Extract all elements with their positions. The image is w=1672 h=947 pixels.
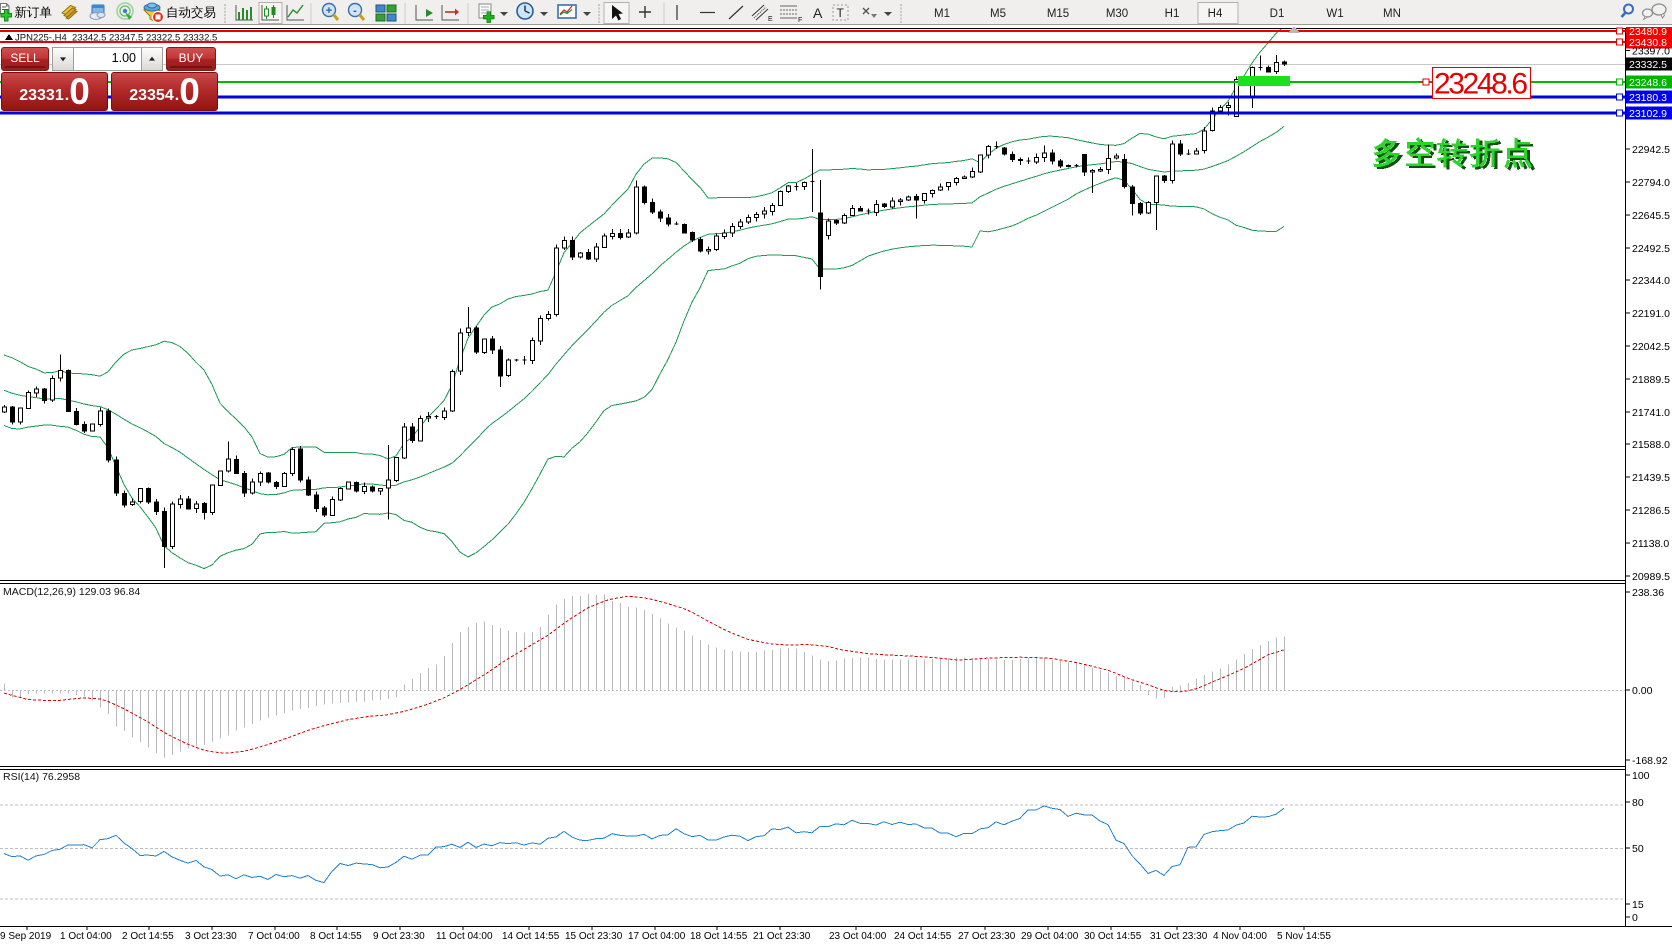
svg-text:24 Oct 14:55: 24 Oct 14:55	[894, 931, 952, 942]
svg-text:-: -	[353, 5, 357, 17]
svg-text:23248.6: 23248.6	[1629, 77, 1667, 89]
svg-text:T: T	[837, 6, 845, 20]
svg-text:21286.5: 21286.5	[1632, 505, 1670, 517]
svg-text:80: 80	[1632, 797, 1644, 809]
svg-text:50: 50	[1632, 843, 1644, 855]
svg-text:18 Oct 14:55: 18 Oct 14:55	[690, 931, 748, 942]
svg-text:4 Nov 04:00: 4 Nov 04:00	[1213, 931, 1267, 942]
svg-text:22942.5: 22942.5	[1632, 144, 1670, 156]
svg-text:23430.8: 23430.8	[1629, 37, 1667, 49]
svg-text:22344.0: 22344.0	[1632, 275, 1670, 287]
svg-text:14 Oct 14:55: 14 Oct 14:55	[502, 931, 560, 942]
svg-text:5 Nov 14:55: 5 Nov 14:55	[1277, 931, 1331, 942]
svg-text:M30: M30	[1106, 8, 1128, 20]
svg-text:22794.0: 22794.0	[1632, 177, 1670, 189]
svg-text:15: 15	[1632, 899, 1644, 911]
svg-text:23480.9: 23480.9	[1629, 26, 1667, 38]
svg-text:17 Oct 04:00: 17 Oct 04:00	[628, 931, 686, 942]
svg-text:23 Oct 04:00: 23 Oct 04:00	[829, 931, 887, 942]
svg-text:M1: M1	[934, 8, 950, 20]
svg-text:M15: M15	[1047, 8, 1069, 20]
svg-text:+: +	[326, 5, 332, 17]
svg-text:W1: W1	[1326, 8, 1343, 20]
svg-text:238.36: 238.36	[1632, 587, 1664, 599]
svg-text:MACD(12,26,9) 129.03 96.84: MACD(12,26,9) 129.03 96.84	[3, 586, 140, 598]
svg-text:1 Oct 04:00: 1 Oct 04:00	[60, 931, 112, 942]
svg-text:D1: D1	[1270, 8, 1285, 20]
svg-text:100: 100	[1632, 770, 1650, 782]
svg-text:23180.3: 23180.3	[1629, 92, 1667, 104]
svg-text:30 Oct 14:55: 30 Oct 14:55	[1084, 931, 1142, 942]
svg-text:22492.5: 22492.5	[1632, 243, 1670, 255]
svg-text:A: A	[813, 5, 823, 21]
svg-text:H4: H4	[1208, 8, 1223, 20]
svg-text:0.00: 0.00	[1632, 685, 1653, 697]
svg-text:31 Oct 23:30: 31 Oct 23:30	[1150, 931, 1208, 942]
svg-text:M5: M5	[990, 8, 1006, 20]
svg-text:23332.5: 23332.5	[1629, 59, 1667, 71]
svg-text:23397.0: 23397.0	[1632, 46, 1670, 58]
svg-text:JPN225-,H4 23342.5 23347.5 23: JPN225-,H4 23342.5 23347.5 23322.5 23332…	[15, 33, 217, 44]
svg-text:23248.6: 23248.6	[1434, 68, 1528, 101]
svg-text:E: E	[768, 16, 773, 23]
svg-text:2 Oct 14:55: 2 Oct 14:55	[122, 931, 174, 942]
svg-text:21138.0: 21138.0	[1632, 538, 1669, 550]
svg-text:20989.5: 20989.5	[1632, 571, 1670, 583]
svg-text:F: F	[798, 17, 802, 24]
svg-text:RSI(14) 76.2958: RSI(14) 76.2958	[3, 771, 80, 783]
svg-text:27 Oct 23:30: 27 Oct 23:30	[958, 931, 1016, 942]
svg-text:-168.92: -168.92	[1632, 755, 1668, 767]
svg-text:22042.5: 22042.5	[1632, 341, 1670, 353]
svg-text:15 Oct 23:30: 15 Oct 23:30	[565, 931, 623, 942]
svg-text:11 Oct 04:00: 11 Oct 04:00	[436, 931, 493, 942]
svg-text:21439.5: 21439.5	[1632, 472, 1670, 484]
svg-text:0: 0	[1632, 912, 1638, 924]
svg-text:9 Sep 2019: 9 Sep 2019	[0, 931, 52, 942]
svg-text:21 Oct 23:30: 21 Oct 23:30	[753, 931, 811, 942]
svg-text:3 Oct 23:30: 3 Oct 23:30	[185, 931, 237, 942]
svg-text:7 Oct 04:00: 7 Oct 04:00	[248, 931, 300, 942]
svg-text:8 Oct 14:55: 8 Oct 14:55	[310, 931, 362, 942]
svg-text:21889.5: 21889.5	[1632, 374, 1670, 386]
svg-text:9 Oct 23:30: 9 Oct 23:30	[373, 931, 425, 942]
svg-text:MN: MN	[1383, 8, 1401, 20]
svg-text:22645.5: 22645.5	[1632, 210, 1670, 222]
svg-text:29 Oct 04:00: 29 Oct 04:00	[1021, 931, 1079, 942]
svg-text:21741.0: 21741.0	[1632, 407, 1670, 419]
svg-text:H1: H1	[1165, 8, 1180, 20]
svg-text:22191.0: 22191.0	[1632, 308, 1670, 320]
svg-text:23102.9: 23102.9	[1629, 108, 1667, 120]
svg-text:21588.0: 21588.0	[1632, 439, 1670, 451]
